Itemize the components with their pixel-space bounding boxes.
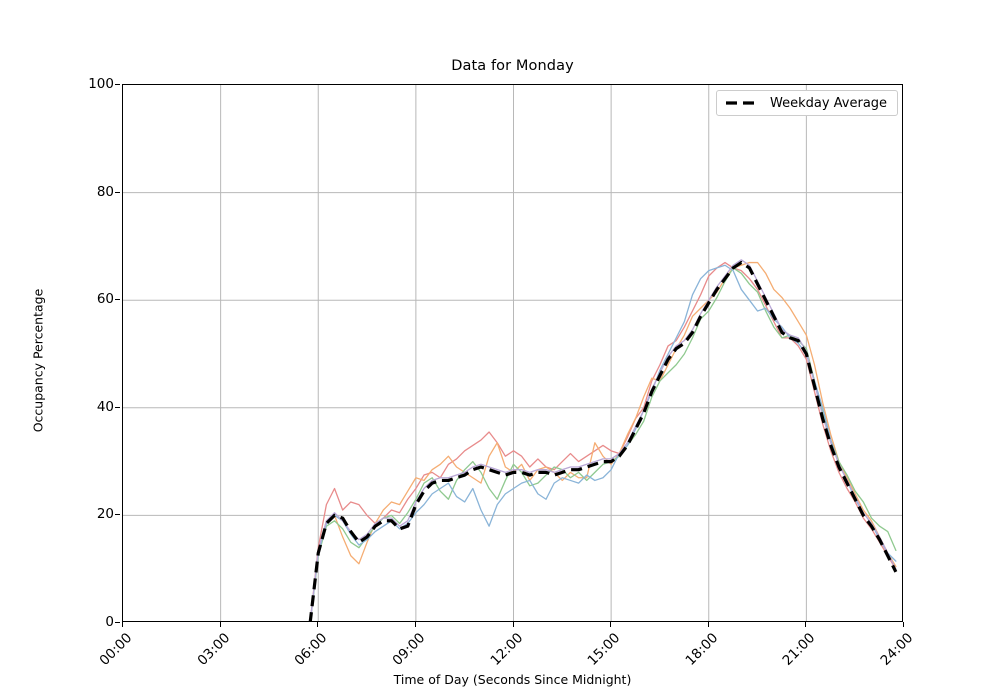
series-line-day-series-blue [309, 264, 897, 621]
plot-area [122, 84, 903, 622]
y-tick-label: 40 [96, 398, 114, 415]
legend: Weekday Average [716, 90, 899, 116]
y-tick-label: 80 [96, 183, 114, 200]
y-tick-label: 20 [96, 506, 114, 523]
x-tick-mark [317, 622, 319, 627]
y-tick-mark [115, 191, 120, 193]
y-tick-mark [115, 299, 120, 301]
series-line-day-series-green [309, 267, 897, 621]
chart-title: Data for Monday [451, 58, 574, 74]
y-tick-mark [115, 622, 120, 623]
x-axis-label: Time of Day (Seconds Since Midnight) [393, 672, 632, 687]
y-tick-label: 0 [105, 614, 114, 630]
x-tick-mark [122, 622, 123, 627]
plot-svg [123, 85, 902, 621]
y-tick-mark [115, 406, 120, 408]
y-tick-label: 100 [88, 76, 114, 92]
y-axis-tick-labels: 0 20 40 60 80 100 [64, 76, 120, 630]
series-line-day-series-orange [309, 261, 897, 621]
y-tick-mark [115, 84, 120, 85]
x-axis-tick-labels: 00:00 03:00 06:00 09:00 12:00 15:00 18:00 21:00… [96, 622, 916, 682]
x-tick-mark [903, 622, 904, 627]
x-tick-mark [219, 622, 221, 627]
x-tick-mark [707, 622, 709, 627]
x-tick-mark [805, 622, 807, 627]
y-tick-mark [115, 514, 120, 516]
x-tick-mark [610, 622, 612, 627]
series-line-day-series-red [309, 261, 897, 621]
y-tick-label: 60 [96, 291, 114, 308]
series-line-day-series-purple [309, 259, 897, 621]
legend-line-swatch [726, 101, 760, 105]
series-line-weekday-average [308, 260, 898, 621]
legend-label: Weekday Average [770, 95, 888, 111]
y-axis-label: Occupancy Percentage [30, 288, 46, 433]
x-tick-mark [512, 622, 514, 627]
x-tick-mark [414, 622, 416, 627]
